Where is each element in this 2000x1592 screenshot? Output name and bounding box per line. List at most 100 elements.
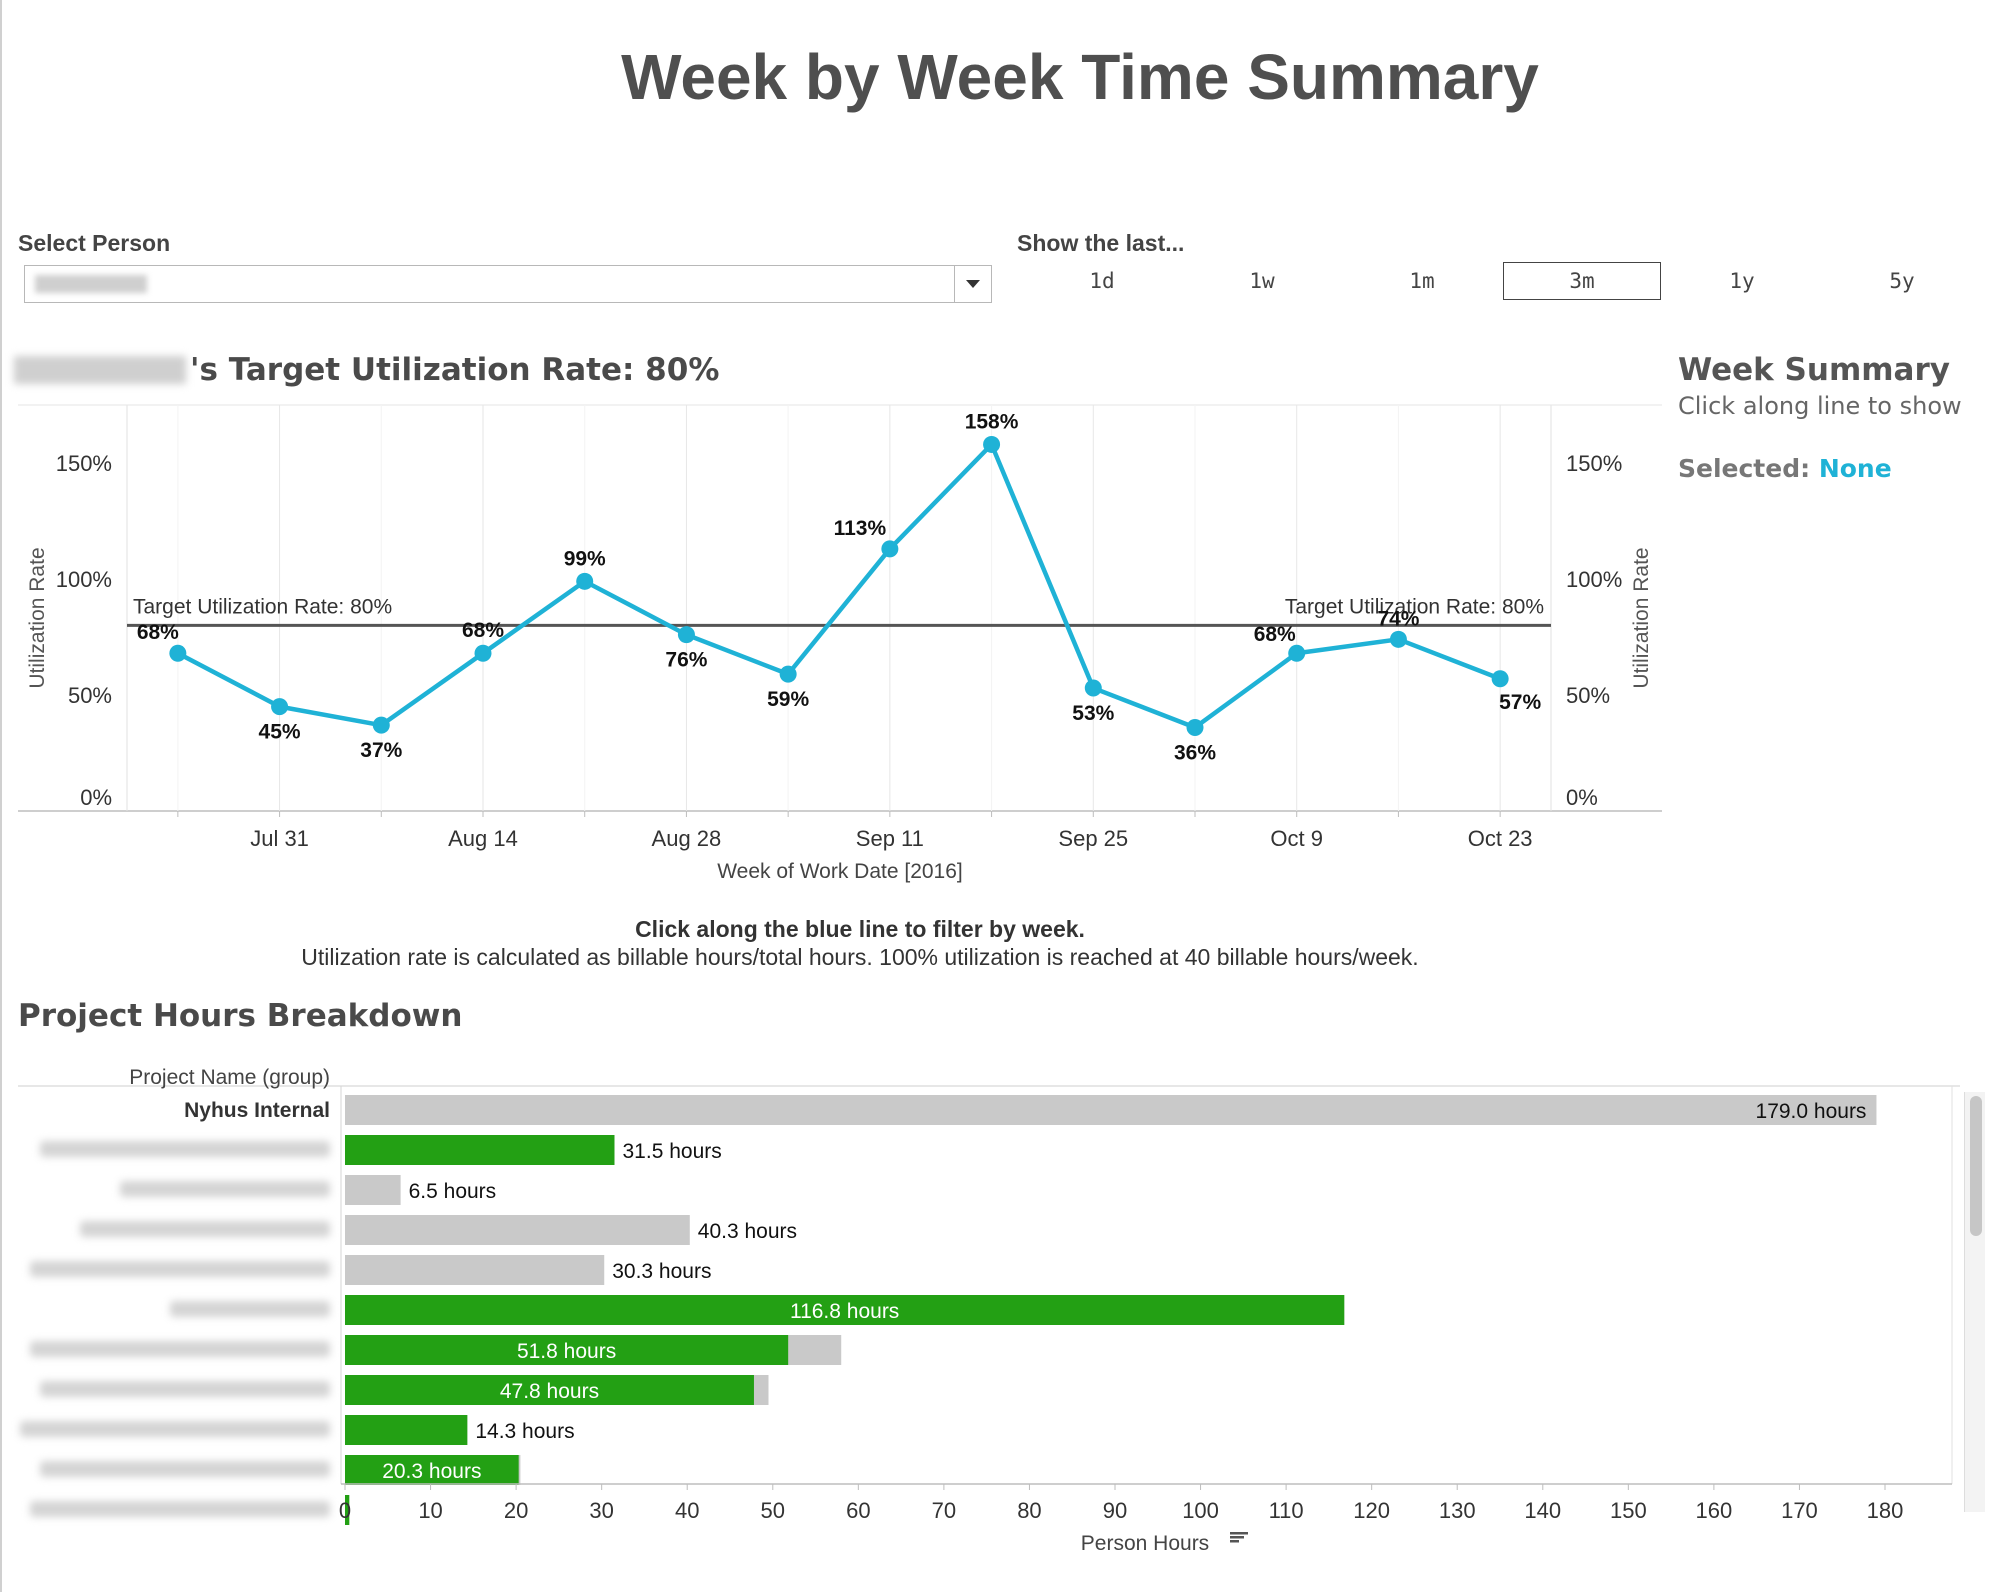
bar-row[interactable]: Nyhus Internal 179.0 hours	[184, 1095, 1877, 1125]
left-border	[0, 0, 2, 1592]
x-tick-label: 130	[1439, 1498, 1476, 1523]
project-hours-bar-chart[interactable]: Project Name (group) Nyhus Internal 179.0…	[0, 1060, 1960, 1592]
chart-instruction: Click along the blue line to filter by w…	[635, 916, 1085, 942]
project-name-redacted	[170, 1301, 330, 1317]
point-label: 99%	[564, 547, 606, 570]
x-tick-label: Oct 23	[1468, 826, 1533, 851]
project-name-header: Project Name (group)	[129, 1066, 330, 1089]
utilization-point[interactable]	[1389, 630, 1407, 648]
utilization-point[interactable]	[372, 716, 390, 734]
point-label: 57%	[1499, 691, 1541, 714]
utilization-point[interactable]	[1288, 644, 1306, 662]
y-tick-label-right: 50%	[1566, 683, 1610, 708]
x-tick-label: Oct 9	[1270, 826, 1323, 851]
target-reference-line: Target Utilization Rate: 80% Target Utili…	[127, 595, 1551, 627]
range-option-3m[interactable]: 3m	[1503, 262, 1661, 300]
bar-row[interactable]: 47.8 hours	[40, 1375, 769, 1405]
range-option-1y[interactable]: 1y	[1729, 269, 1755, 293]
x-tick-label: 40	[675, 1498, 699, 1523]
point-label: 37%	[360, 739, 402, 762]
x-tick-label: Sep 25	[1058, 826, 1128, 851]
point-label: 45%	[259, 721, 301, 744]
billable-hours-bar	[345, 1375, 754, 1405]
x-tick-label: 180	[1867, 1498, 1904, 1523]
bar-value-label: 116.8 hours	[790, 1300, 899, 1323]
selected-person-value	[35, 275, 147, 293]
billable-hours-bar	[345, 1455, 519, 1485]
y-tick-label-left: 100%	[56, 567, 112, 592]
project-name-redacted	[40, 1381, 330, 1397]
target-label-left: Target Utilization Rate: 80%	[133, 595, 392, 618]
x-tick-label: 120	[1353, 1498, 1390, 1523]
bar-row[interactable]: 6.5 hours	[120, 1175, 496, 1205]
bar-value-label: 51.8 hours	[517, 1340, 616, 1363]
bar-row[interactable]: 14.3 hours	[20, 1415, 575, 1445]
point-label: 36%	[1174, 741, 1216, 764]
x-axis-title: Week of Work Date [2016]	[717, 860, 963, 883]
bar-row[interactable]: 116.8 hours	[170, 1295, 1345, 1325]
x-tick-label: 60	[846, 1498, 870, 1523]
x-tick-label: 100	[1182, 1498, 1219, 1523]
select-person-dropdown[interactable]	[24, 265, 992, 303]
utilization-point[interactable]	[881, 540, 899, 558]
utilization-point[interactable]	[983, 435, 1001, 453]
scrollbar-thumb[interactable]	[1970, 1096, 1982, 1236]
utilization-point[interactable]	[1186, 718, 1204, 736]
x-tick-label: 90	[1103, 1498, 1127, 1523]
x-axis-title: Person Hours	[1081, 1532, 1209, 1555]
utilization-point[interactable]	[1084, 679, 1102, 697]
project-name-redacted	[30, 1501, 330, 1517]
bar-row[interactable]	[30, 1495, 350, 1525]
range-option-5y[interactable]: 5y	[1889, 269, 1915, 293]
y-tick-label-left: 50%	[68, 683, 112, 708]
x-tick-label: 20	[504, 1498, 528, 1523]
bar-chart-rows[interactable]: Nyhus Internal 179.0 hours 31.5 hours 6.5 h…	[20, 1095, 1877, 1525]
page-title: Week by Week Time Summary	[621, 41, 1539, 113]
selected-label: Selected:	[1678, 454, 1811, 483]
utilization-point[interactable]	[169, 644, 187, 662]
range-option-1d[interactable]: 1d	[1089, 269, 1115, 293]
range-option-1m[interactable]: 1m	[1409, 269, 1435, 293]
x-tick-label: 80	[1017, 1498, 1041, 1523]
point-label: 158%	[965, 410, 1019, 433]
billable-hours-bar	[345, 1495, 350, 1525]
utilization-line-chart[interactable]: 0% 0% 50% 50% 100% 100% 150% 150% Utilization Ra…	[0, 395, 1670, 895]
bar-row[interactable]: 20.3 hours	[40, 1455, 521, 1485]
sort-icon-bar	[1230, 1536, 1244, 1539]
bar-value-label: 30.3 hours	[612, 1260, 711, 1283]
sort-icon	[1230, 1532, 1248, 1543]
x-tick-label: 30	[589, 1498, 613, 1523]
target-label-right: Target Utilization Rate: 80%	[1285, 595, 1544, 618]
x-tick-label: Sep 11	[856, 826, 924, 851]
utilization-point[interactable]	[271, 698, 289, 716]
line-chart-grid	[18, 404, 1662, 817]
bar-row[interactable]: 30.3 hours	[30, 1255, 711, 1285]
point-label: 59%	[767, 688, 809, 711]
chevron-down-icon[interactable]	[954, 266, 991, 302]
billable-hours-bar	[345, 1135, 615, 1165]
show-last-label: Show the last...	[1017, 230, 1185, 256]
week-summary-hint: Click along line to show	[1678, 392, 1962, 420]
y-tick-label-right: 100%	[1566, 567, 1622, 592]
point-label: 74%	[1377, 607, 1419, 630]
total-hours-bar	[345, 1095, 1877, 1125]
billable-hours-bar	[345, 1295, 1345, 1325]
utilization-series[interactable]: 68% 45% 37% 68% 99% 76% 59% 113% 158% 53% 36% 68% 74…	[137, 410, 1542, 764]
bar-row[interactable]: 51.8 hours	[30, 1335, 842, 1365]
bar-value-label: 20.3 hours	[382, 1460, 481, 1483]
bar-row[interactable]: 40.3 hours	[80, 1215, 797, 1245]
project-name-redacted	[20, 1421, 330, 1437]
sort-icon-bar	[1230, 1532, 1248, 1535]
utilization-point[interactable]	[1491, 670, 1509, 688]
y-axis-title-right: Utilization Rate	[1630, 547, 1653, 688]
utilization-point[interactable]	[576, 572, 594, 590]
range-option-1w[interactable]: 1w	[1249, 269, 1275, 293]
bar-row[interactable]: 31.5 hours	[40, 1135, 722, 1165]
utilization-point[interactable]	[677, 626, 695, 644]
utilization-point[interactable]	[779, 665, 797, 683]
bar-chart-grid: Project Name (group)	[18, 1066, 1960, 1484]
chart-explanation: Utilization rate is calculated as billab…	[301, 944, 1419, 970]
bar-value-label: 179.0 hours	[1756, 1100, 1867, 1123]
utilization-point[interactable]	[474, 644, 492, 662]
y-tick-label-right: 0%	[1566, 785, 1598, 810]
